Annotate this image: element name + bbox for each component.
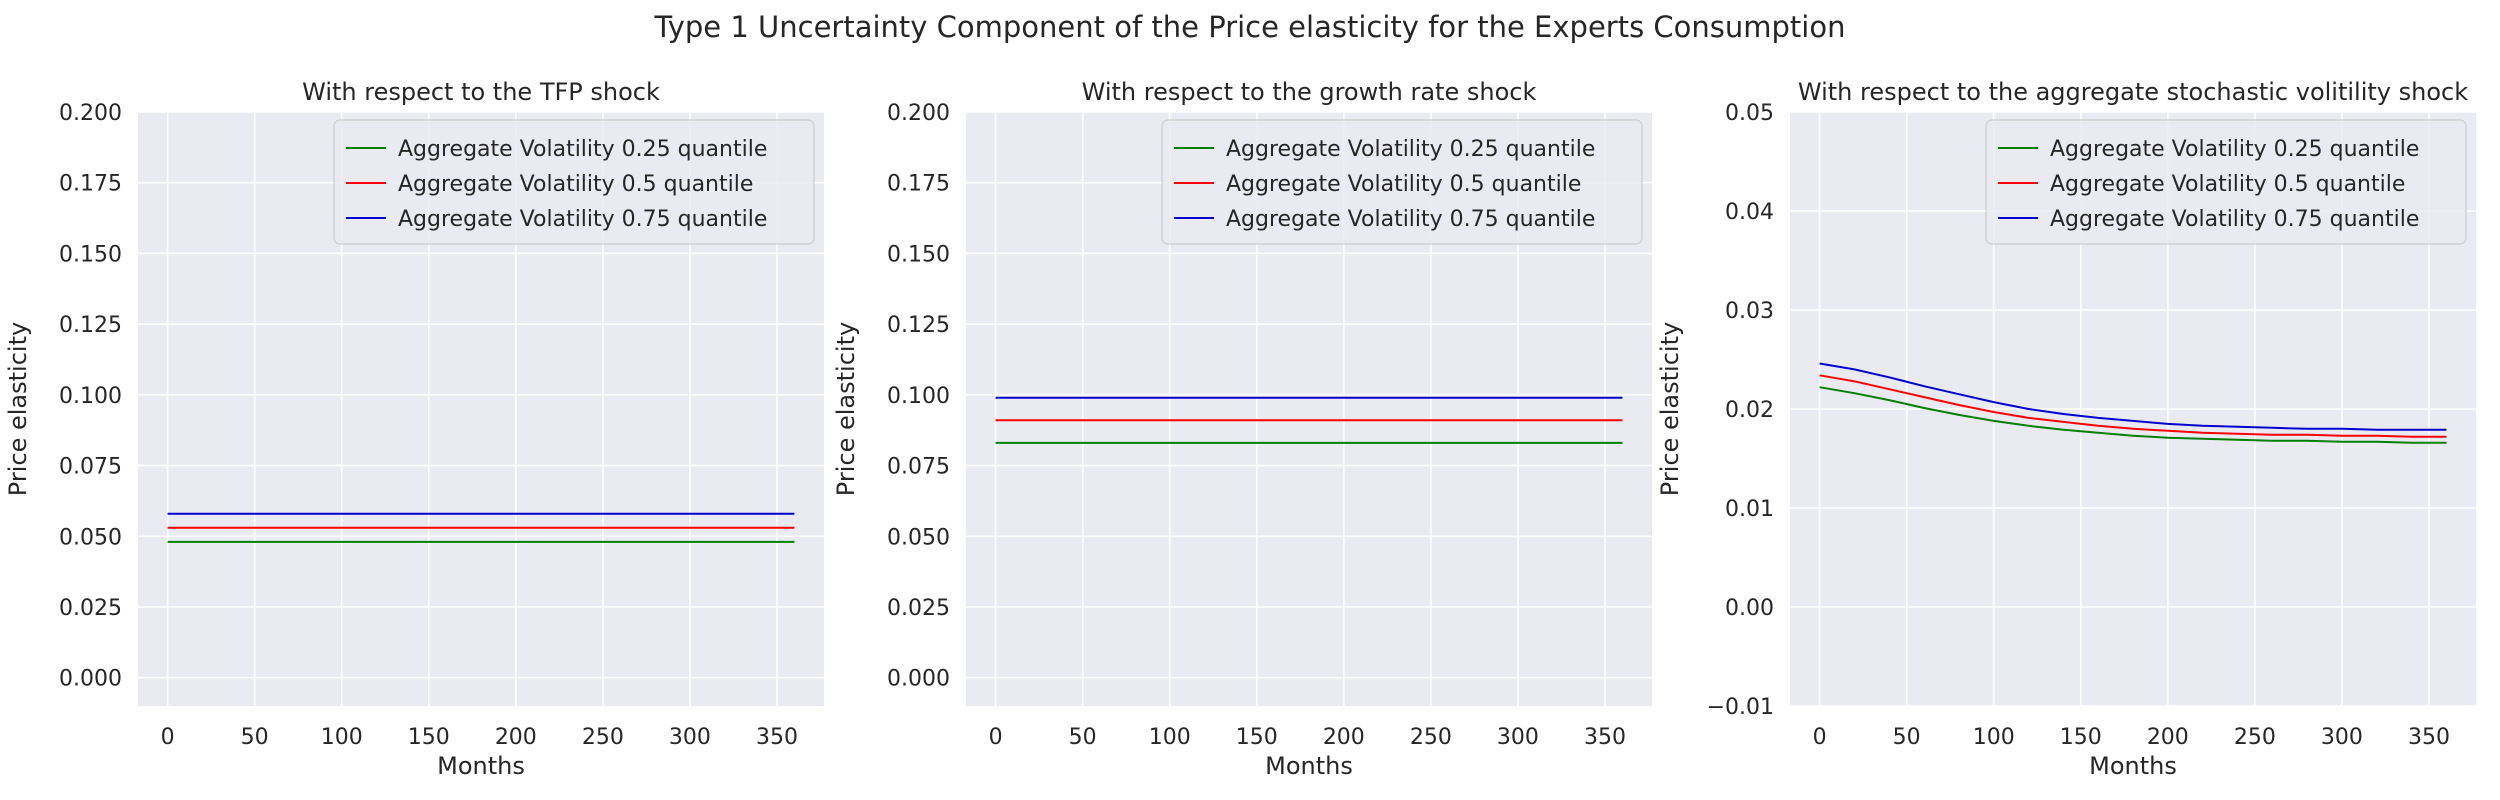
y-tick-label: 0.00	[1725, 596, 1774, 621]
panel-3: 0 50 100 150 200 250 300 350 −0.01 0.00 0.01 0.02 0.…	[1656, 78, 2476, 780]
x-tick-label: 50	[1069, 725, 1097, 750]
y-tick-label: 0.125	[887, 313, 950, 338]
x-tick-label: 100	[321, 725, 363, 750]
y-tick-label: 0.100	[887, 384, 950, 409]
x-tick-label: 350	[1584, 725, 1626, 750]
x-tick-label: 350	[2408, 725, 2450, 750]
y-tick-label: 0.04	[1725, 200, 1774, 225]
legend-entry: Aggregate Volatility 0.75 quantile	[398, 207, 767, 232]
y-axis-label: Price elasticity	[4, 322, 32, 496]
y-tick-label: 0.175	[887, 172, 950, 197]
legend: Aggregate Volatility 0.25 quantile Aggreg…	[1161, 119, 1643, 245]
panel-2: 0 50 100 150 200 250 300 350 0.000 0.025 0.050 0.07…	[832, 78, 1652, 780]
y-tick-label: 0.100	[59, 384, 122, 409]
x-tick-label: 100	[1149, 725, 1191, 750]
y-tick-label: 0.03	[1725, 299, 1774, 324]
y-axis-label: Price elasticity	[1656, 322, 1684, 496]
x-tick-label: 0	[161, 725, 175, 750]
y-tick-label: 0.05	[1725, 101, 1774, 126]
series-line	[1819, 362, 2447, 431]
x-axis-label: Months	[1265, 752, 1353, 780]
x-tick-label: 150	[2060, 725, 2102, 750]
y-tick-label: 0.200	[887, 101, 950, 126]
x-tick-label: 200	[495, 725, 537, 750]
y-tick-label: 0.025	[887, 596, 950, 621]
y-tick-label: −0.01	[1707, 695, 1774, 720]
x-axis-label: Months	[437, 752, 525, 780]
x-tick-label: 250	[1410, 725, 1452, 750]
legend-entry: Aggregate Volatility 0.25 quantile	[1226, 137, 1595, 162]
y-tick-label: 0.025	[59, 596, 122, 621]
y-tick-label: 0.050	[887, 525, 950, 550]
x-tick-label: 300	[2321, 725, 2363, 750]
x-tick-label: 150	[408, 725, 450, 750]
figure-title: Type 1 Uncertainty Component of the Pric…	[654, 10, 1846, 44]
legend-frame	[1985, 119, 2467, 245]
legend: Aggregate Volatility 0.25 quantile Aggreg…	[1985, 119, 2467, 245]
x-tick-label: 200	[1323, 725, 1365, 750]
x-tick-label: 50	[1893, 725, 1921, 750]
panel-title: With respect to the TFP shock	[302, 78, 660, 106]
series-line	[1819, 374, 2447, 438]
legend-entry: Aggregate Volatility 0.75 quantile	[2050, 207, 2419, 232]
panel-title: With respect to the aggregate stochastic…	[1798, 78, 2468, 106]
y-tick-label: 0.000	[887, 667, 950, 692]
y-tick-label: 0.175	[59, 172, 122, 197]
y-tick-label: 0.200	[59, 101, 122, 126]
panel-1: 0 50 100 150 200 250 300 350 0.000 0.025 0.050 0.07…	[4, 78, 824, 780]
x-tick-label: 100	[1973, 725, 2015, 750]
x-tick-label: 250	[582, 725, 624, 750]
y-axis-label: Price elasticity	[832, 322, 860, 496]
legend-entry: Aggregate Volatility 0.5 quantile	[2050, 172, 2405, 197]
legend-entry: Aggregate Volatility 0.5 quantile	[398, 172, 753, 197]
y-tick-label: 0.150	[887, 242, 950, 267]
y-tick-label: 0.075	[59, 455, 122, 480]
legend-frame	[1161, 119, 1643, 245]
legend-entry: Aggregate Volatility 0.5 quantile	[1226, 172, 1581, 197]
legend-entry: Aggregate Volatility 0.75 quantile	[1226, 207, 1595, 232]
y-tick-label: 0.02	[1725, 398, 1774, 423]
x-tick-label: 50	[241, 725, 269, 750]
y-tick-label: 0.000	[59, 667, 122, 692]
x-tick-label: 0	[1813, 725, 1827, 750]
legend-entry: Aggregate Volatility 0.25 quantile	[398, 137, 767, 162]
legend-entry: Aggregate Volatility 0.25 quantile	[2050, 137, 2419, 162]
x-tick-label: 300	[1497, 725, 1539, 750]
legend-frame	[333, 119, 815, 245]
x-axis-label: Months	[2089, 752, 2177, 780]
x-tick-label: 250	[2234, 725, 2276, 750]
legend: Aggregate Volatility 0.25 quantile Aggreg…	[333, 119, 815, 245]
x-tick-label: 300	[669, 725, 711, 750]
panel-title: With respect to the growth rate shock	[1082, 78, 1537, 106]
x-tick-label: 350	[756, 725, 798, 750]
x-tick-label: 0	[989, 725, 1003, 750]
y-tick-label: 0.050	[59, 525, 122, 550]
y-tick-label: 0.075	[887, 455, 950, 480]
x-tick-label: 150	[1236, 725, 1278, 750]
y-tick-label: 0.125	[59, 313, 122, 338]
y-tick-label: 0.01	[1725, 497, 1774, 522]
y-tick-label: 0.150	[59, 242, 122, 267]
x-tick-label: 200	[2147, 725, 2189, 750]
series-line	[1819, 386, 2447, 444]
